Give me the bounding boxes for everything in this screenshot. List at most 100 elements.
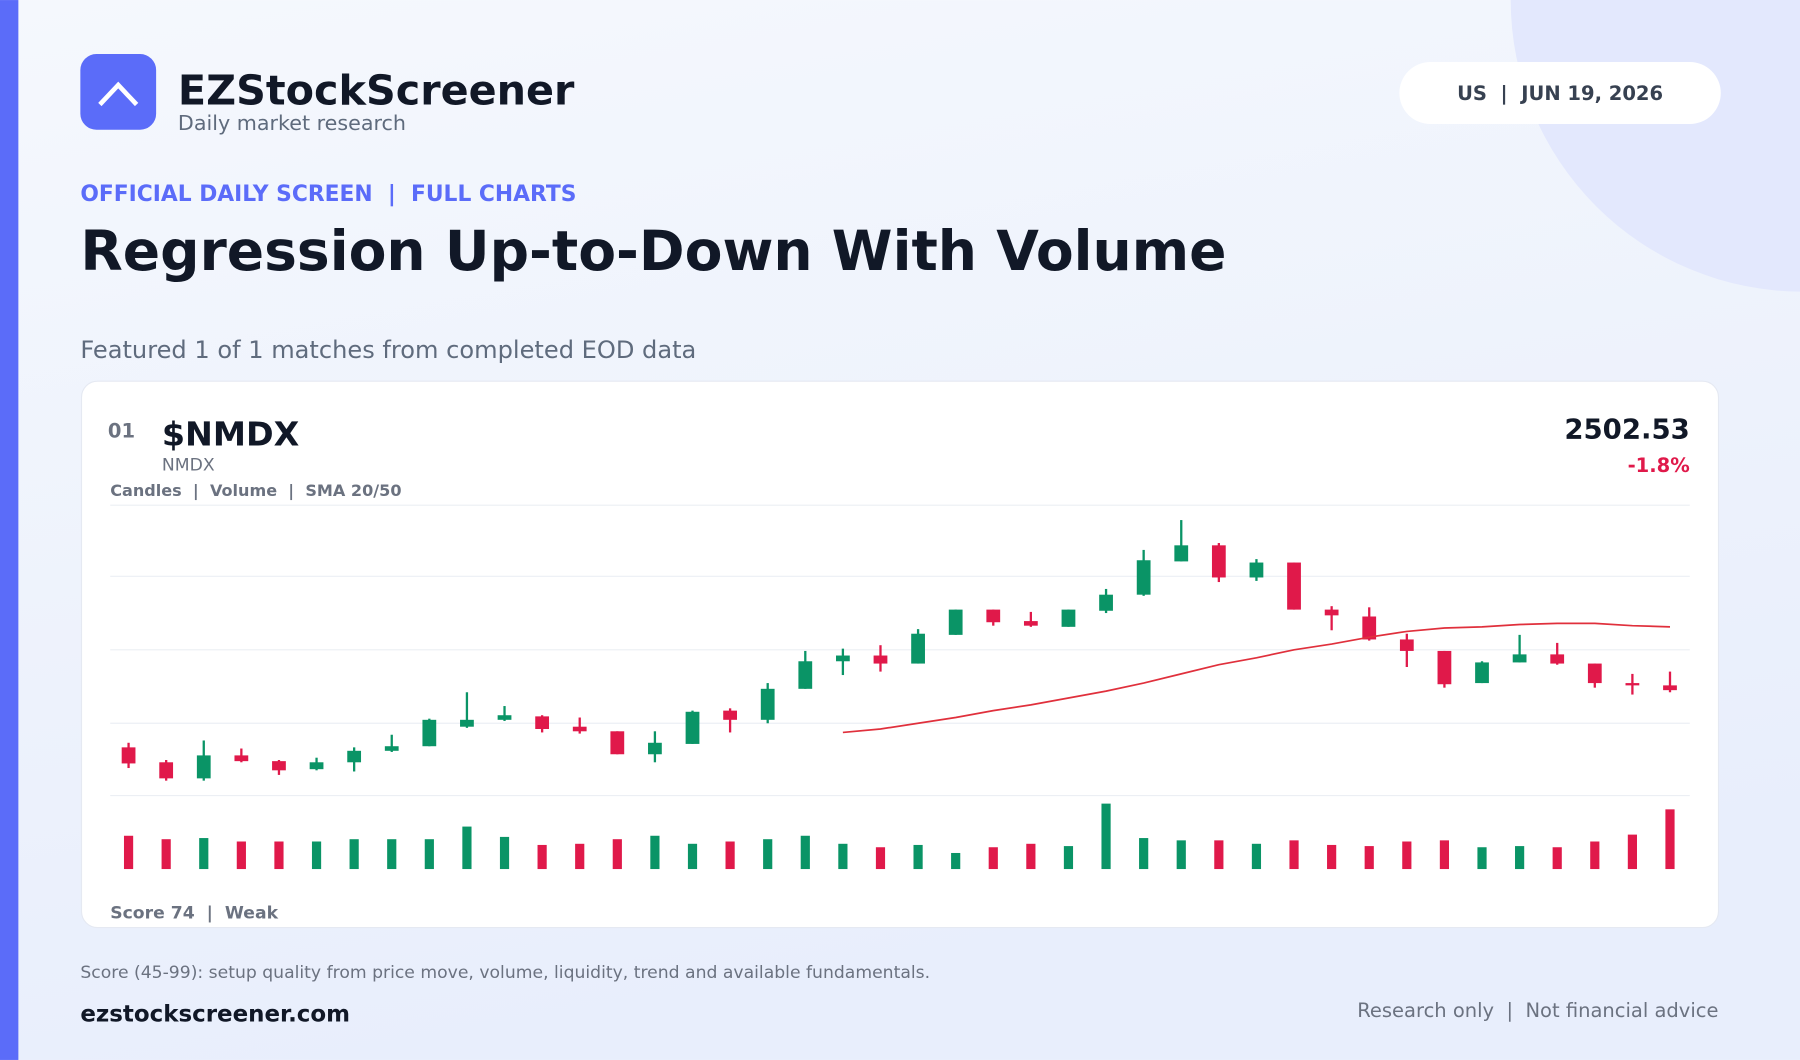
grid bbox=[110, 504, 1690, 797]
accent-bar bbox=[0, 0, 19, 1060]
volume-bar bbox=[612, 839, 622, 870]
volume-bar bbox=[875, 847, 886, 870]
candle-body bbox=[685, 711, 700, 744]
volume-bar bbox=[575, 843, 585, 870]
date-badge-text: US | JUN 19, 2026 bbox=[1457, 82, 1663, 105]
volume-bar bbox=[1176, 840, 1186, 870]
candle-body bbox=[1211, 545, 1226, 578]
candle-body bbox=[159, 762, 174, 779]
site: ezstockscreener.com bbox=[80, 1002, 350, 1028]
change: -1.8% bbox=[1628, 454, 1690, 477]
candle-body bbox=[948, 609, 963, 635]
candle-body bbox=[1099, 594, 1113, 611]
candle-body bbox=[535, 716, 550, 729]
candle-body bbox=[347, 750, 362, 763]
candle-body bbox=[422, 719, 437, 747]
candle-body bbox=[1174, 545, 1189, 562]
volume-bar bbox=[462, 826, 472, 870]
volume-bar bbox=[387, 839, 397, 870]
candle-body bbox=[1475, 662, 1489, 684]
volume-bar bbox=[1439, 840, 1450, 870]
volume-bar bbox=[838, 843, 848, 870]
volume-bar bbox=[1327, 844, 1337, 870]
candle-body bbox=[1023, 621, 1038, 626]
candle-body bbox=[1625, 683, 1640, 686]
volume-bar bbox=[1251, 843, 1262, 870]
candle-body bbox=[1437, 650, 1452, 685]
candle-body bbox=[1287, 562, 1301, 610]
volume-bar bbox=[1364, 846, 1374, 870]
volume-bar bbox=[199, 838, 209, 870]
volume-bar bbox=[537, 844, 547, 870]
candle-body bbox=[986, 609, 1001, 623]
kicker: OFFICIAL DAILY SCREEN | FULL CHARTS bbox=[80, 182, 576, 207]
date-badge bbox=[1399, 62, 1721, 125]
volume-bar bbox=[1627, 834, 1637, 870]
volume-bar bbox=[1515, 846, 1525, 870]
brand: EZStockScreener bbox=[178, 67, 575, 115]
chart-legend: Candles | Volume | SMA 20/50 bbox=[110, 481, 401, 501]
volume-bar bbox=[988, 847, 998, 870]
volume-bar bbox=[123, 835, 134, 870]
company-name: NMDX bbox=[162, 456, 215, 476]
candle-body bbox=[121, 747, 136, 764]
candle-body bbox=[1324, 609, 1339, 616]
page-title: Regression Up-to-Down With Volume bbox=[80, 219, 1226, 283]
volume-bar bbox=[650, 835, 660, 870]
tagline: Daily market research bbox=[178, 111, 406, 135]
volume-bar bbox=[1139, 838, 1149, 870]
volume-bar bbox=[1214, 840, 1224, 870]
candle-body bbox=[873, 655, 888, 664]
volume-bar bbox=[274, 841, 284, 870]
candle-body bbox=[572, 726, 587, 732]
volume-bar bbox=[499, 836, 510, 870]
logo-icon bbox=[98, 81, 139, 107]
candle-body bbox=[196, 755, 211, 779]
volume-bar bbox=[1063, 846, 1074, 870]
candle-body bbox=[1663, 685, 1677, 691]
sma-line bbox=[842, 622, 1671, 734]
volume-bar bbox=[161, 839, 171, 870]
candle-body bbox=[272, 761, 286, 771]
candle-body bbox=[309, 762, 324, 770]
plot bbox=[121, 520, 1677, 870]
candle-body bbox=[1061, 609, 1076, 627]
candle-body bbox=[497, 715, 512, 720]
candle-body bbox=[836, 655, 850, 662]
candle-body bbox=[1550, 654, 1565, 664]
volume-bar bbox=[1101, 803, 1111, 870]
volume-bar bbox=[725, 841, 735, 870]
page-subtitle: Featured 1 of 1 matches from completed E… bbox=[80, 336, 696, 364]
volume-bar bbox=[913, 844, 923, 870]
candle-body bbox=[760, 688, 775, 720]
volume-bar bbox=[1590, 841, 1600, 870]
candle-body bbox=[1512, 654, 1527, 663]
volume-bar bbox=[800, 835, 810, 870]
footnote: Score (45-99): setup quality from price … bbox=[80, 963, 930, 983]
candle-body bbox=[1249, 562, 1264, 578]
price: 2502.53 bbox=[1564, 414, 1689, 446]
volume-bar bbox=[349, 839, 359, 870]
candle-body bbox=[610, 731, 625, 755]
candle-body bbox=[384, 746, 399, 751]
volume-bar bbox=[951, 852, 961, 870]
candle-body bbox=[1399, 639, 1414, 651]
volume-bar bbox=[424, 839, 434, 870]
volume-bar bbox=[1402, 841, 1412, 870]
volume-bar bbox=[1477, 847, 1487, 870]
candle-body bbox=[723, 710, 737, 720]
volume-bar bbox=[311, 841, 322, 870]
candle-body bbox=[1362, 616, 1377, 640]
logo bbox=[80, 53, 157, 130]
candle-body bbox=[460, 719, 474, 727]
candle-body bbox=[911, 633, 925, 664]
candle-body bbox=[648, 742, 662, 755]
volume-bar bbox=[1026, 843, 1036, 870]
card bbox=[80, 380, 1720, 929]
volume-bar bbox=[1552, 847, 1562, 870]
volume-bar bbox=[763, 839, 773, 870]
volume-bar bbox=[1289, 840, 1299, 870]
ticker: $NMDX bbox=[162, 414, 299, 453]
